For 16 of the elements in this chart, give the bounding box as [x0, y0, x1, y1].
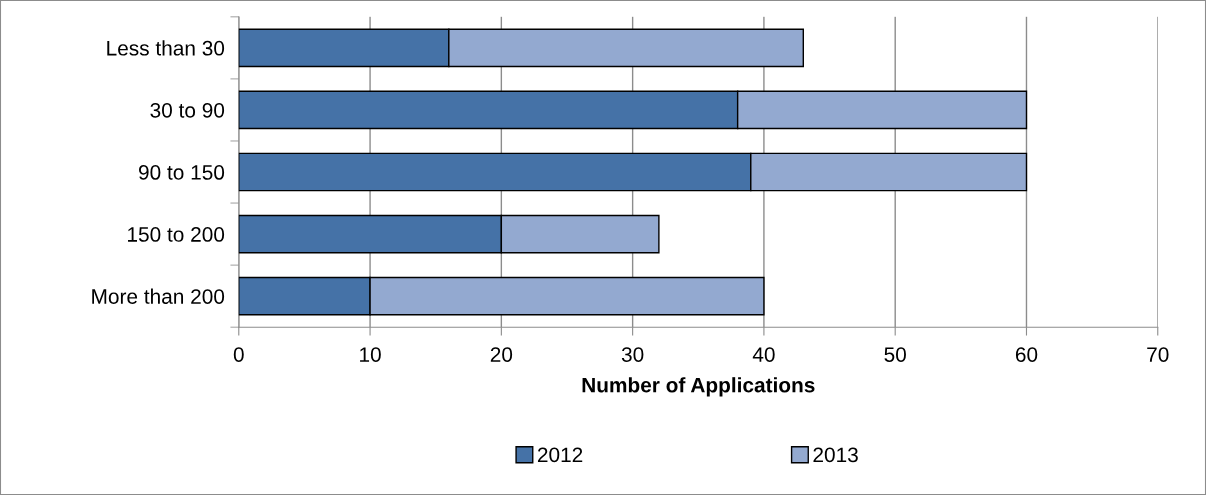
x-tick-label: 60: [1015, 347, 1038, 362]
y-tick-label: 30 to 90: [150, 102, 225, 118]
x-axis-title: Number of Applications: [582, 377, 815, 397]
legend-label: 2013: [813, 447, 858, 463]
y-tick-label: 150 to 200: [128, 227, 225, 242]
x-tick-label: 40: [752, 347, 775, 362]
x-tick-label: 0: [233, 347, 244, 362]
y-tick-label: More than 200: [92, 288, 225, 304]
x-tick-label: 50: [884, 347, 906, 362]
y-tick-label: 90 to 150: [139, 165, 225, 180]
y-tick-label: Less than 30: [107, 40, 225, 56]
x-tick-label: 20: [490, 347, 513, 362]
legend-label: 2012: [537, 447, 583, 463]
x-tick-label: 30: [621, 347, 644, 362]
x-tick-label: 70: [1147, 347, 1169, 362]
x-tick-label: 10: [360, 347, 381, 362]
